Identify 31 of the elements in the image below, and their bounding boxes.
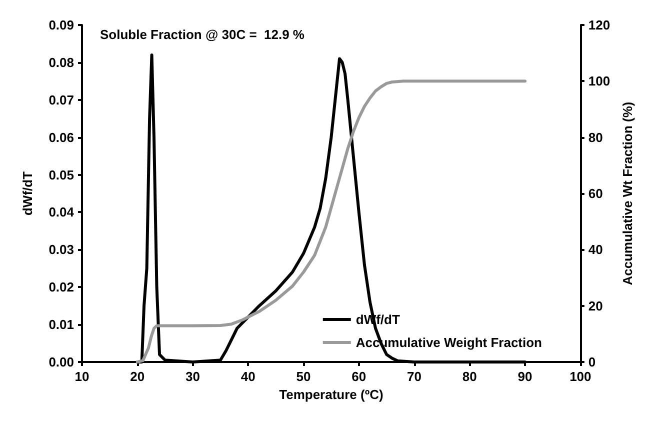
- y-tick-label: 0.04: [48, 204, 75, 220]
- y2-tick-label: 20: [588, 298, 603, 314]
- annotation: Soluble Fraction @ 30C = 12.9 %: [100, 27, 305, 42]
- y2-tick-label: 60: [588, 186, 603, 201]
- y-tick-label: 0.07: [48, 92, 74, 108]
- y-tick-label: 0.00: [48, 354, 74, 370]
- x-tick-label: 50: [296, 369, 311, 384]
- x-tick-label: 90: [518, 369, 532, 384]
- y2-tick-label: 80: [588, 130, 603, 145]
- y2-tick-label: 120: [588, 18, 610, 32]
- x-tick-label: 100: [570, 369, 592, 384]
- x-tick-label: 80: [462, 369, 477, 384]
- y2-tick-label: 0: [588, 354, 596, 370]
- x-tick-label: 60: [352, 369, 366, 384]
- y2-axis-title: Accumulative Wt Fraction (%): [620, 102, 635, 286]
- x-tick-label: 40: [240, 369, 256, 384]
- y-tick-label: 0.09: [48, 18, 74, 32]
- x-tick-label: 30: [186, 369, 200, 384]
- y-tick-label: 0.08: [48, 54, 74, 70]
- x-tick-label: 70: [407, 369, 422, 384]
- y-axis-title: dWf/dT: [20, 171, 35, 216]
- y2-tick-label: 100: [588, 74, 610, 89]
- y-tick-label: 0.03: [48, 242, 74, 258]
- y-tick-label: 0.06: [48, 130, 74, 145]
- x-tick-label: 20: [130, 369, 145, 384]
- x-axis-title: Temperature (ºC): [279, 386, 384, 402]
- x-tick-label: 10: [74, 369, 90, 384]
- y-tick-label: 0.05: [48, 167, 74, 182]
- y-tick-label: 0.01: [48, 317, 74, 332]
- y-tick-label: 0.02: [48, 280, 74, 295]
- y2-tick-label: 40: [588, 242, 603, 258]
